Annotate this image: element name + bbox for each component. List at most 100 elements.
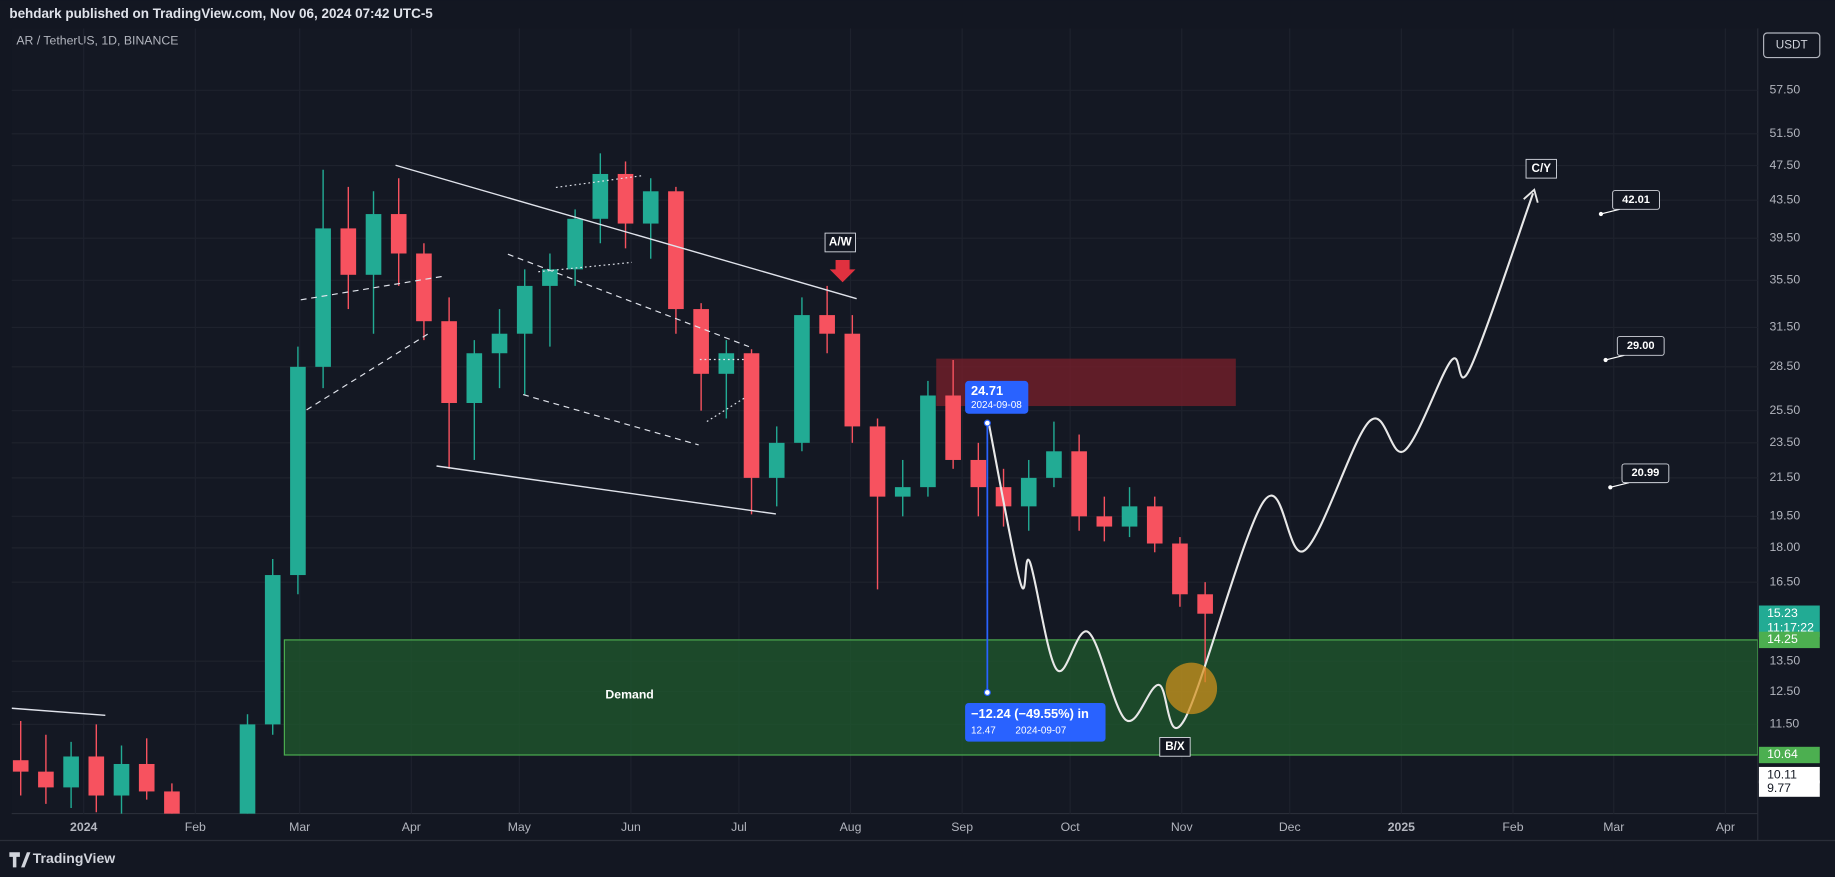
price-tag [1758, 780, 1820, 797]
candle-body [164, 791, 180, 814]
wave-label: A/W [829, 236, 853, 249]
candle-body [12, 760, 29, 772]
price-tag-label: 10.11 [1767, 767, 1797, 781]
currency[interactable]: USDT [1776, 38, 1808, 51]
x-tick-label: Feb [185, 820, 206, 834]
target-box [1621, 463, 1670, 484]
y-tick-label: 28.50 [1769, 359, 1800, 373]
x-tick-label: Mar [1603, 820, 1624, 834]
y-tick-label: 31.50 [1769, 320, 1800, 334]
candle-body [894, 487, 911, 497]
y-tick-label: 18.00 [1769, 540, 1800, 554]
x-tick-label: Dec [1279, 820, 1301, 834]
candle-body [466, 353, 483, 404]
y-tick-label: 12.50 [1769, 684, 1800, 698]
wave-label: B/X [1165, 740, 1185, 753]
target-pointer [1610, 482, 1630, 488]
x-tick-label: Nov [1171, 820, 1194, 834]
measure-start-price: 24.71 [971, 383, 1003, 398]
y-tick-label: 43.50 [1769, 192, 1800, 206]
candle-body [1121, 506, 1138, 527]
target-point [1603, 357, 1608, 363]
currency-box[interactable] [1763, 32, 1821, 59]
x-tick-label: 2025 [1388, 820, 1415, 834]
candle-body [1071, 451, 1087, 517]
candle-body [1197, 594, 1213, 614]
candle-body [920, 395, 936, 488]
candle-body [844, 333, 861, 427]
price-tag-label: 14.25 [1767, 632, 1798, 646]
candle-body [718, 353, 735, 374]
candle-body [365, 214, 382, 275]
y-tick-label: 51.50 [1769, 126, 1800, 140]
measure-point [983, 419, 991, 427]
candle-body [768, 442, 785, 478]
candle-body [491, 333, 508, 354]
tv-logo [9, 852, 31, 868]
candle-body [1146, 506, 1163, 544]
candle-body [869, 426, 886, 497]
y-tick-label: 21.50 [1769, 470, 1800, 484]
price-tag-label: 15.23 [1767, 606, 1798, 620]
candle-body [138, 763, 155, 792]
y-tick-label: 35.50 [1769, 273, 1800, 287]
target-box [1616, 336, 1665, 356]
target-label: 42.01 [1622, 194, 1650, 206]
price-tag [1758, 631, 1820, 649]
candle-body [1172, 543, 1188, 595]
y-tick-label: 25.50 [1769, 403, 1800, 417]
drawings [11, 164, 1539, 730]
measure-box [965, 380, 1029, 414]
x-tick-label: Oct [1061, 820, 1081, 834]
wave-label: C/Y [1532, 162, 1552, 175]
measure-end-price: 12.47 [971, 726, 996, 737]
candle-body [38, 771, 54, 788]
highlight-circle [1165, 662, 1218, 715]
y-tick-label: 47.50 [1769, 158, 1800, 172]
y-tick-label: 16.50 [1769, 574, 1800, 588]
wave-label-box [1525, 158, 1557, 179]
x-tick-label: Apr [1716, 820, 1735, 834]
price-tag [1758, 746, 1820, 764]
candle-body [592, 173, 609, 219]
candle-body [88, 756, 105, 796]
measure-point [983, 688, 991, 696]
dashed-line [300, 275, 443, 301]
candle-body [416, 253, 432, 322]
x-tick-label: Mar [289, 820, 310, 834]
x-tick-label: Sep [951, 820, 973, 834]
target-label: 20.99 [1632, 467, 1660, 479]
price-tag-label: 10.64 [1767, 747, 1798, 761]
candle-body [693, 309, 709, 374]
candle-body [1046, 451, 1062, 478]
candle-body [390, 214, 407, 254]
target-point [1598, 211, 1604, 217]
x-tick-label: May [508, 820, 532, 834]
x-tick-label: Aug [840, 820, 862, 834]
countdown: 11:17:22 [1767, 621, 1814, 635]
candle-body [315, 228, 331, 367]
target-label: 29.00 [1627, 340, 1655, 352]
dashed-line [507, 253, 750, 348]
candle-body [239, 724, 256, 814]
candle-body [642, 191, 659, 224]
candle-body [340, 228, 357, 275]
symbol: AR / TetherUS, 1D, BINANCE [16, 33, 178, 47]
candle-body [794, 315, 810, 443]
dashed-line [522, 394, 699, 446]
publisher: behdark published on TradingView.com, No… [9, 6, 433, 21]
x-tick-label: Feb [1502, 820, 1523, 834]
y-tick-label: 39.50 [1769, 230, 1800, 244]
red-arrow [829, 260, 856, 283]
candle-body [567, 218, 583, 270]
x-tick-label: Jul [731, 820, 747, 834]
y-tick-label: 57.50 [1769, 83, 1800, 97]
y-tick-label: 11.50 [1769, 717, 1799, 731]
candle-body [290, 366, 306, 576]
candle-body [743, 353, 760, 478]
trend-line [11, 707, 106, 716]
candle-body [970, 459, 987, 488]
target-pointer [1600, 208, 1620, 215]
